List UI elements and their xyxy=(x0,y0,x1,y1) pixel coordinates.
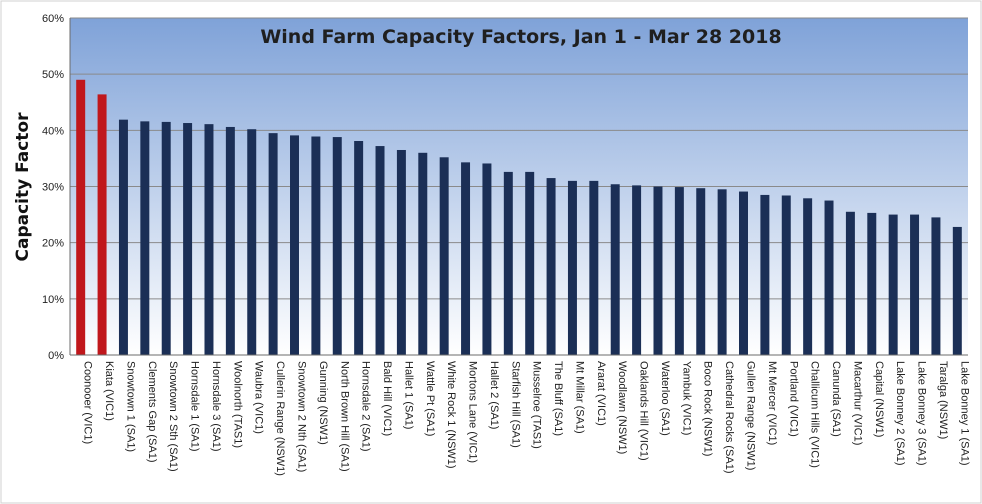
x-tick-label: Bald Hill (VIC1) xyxy=(381,361,393,436)
y-tick-labels: 0% 10% 20% 30% 40% 50% 60% xyxy=(42,13,64,362)
x-tick-label: North Brown Hill (SA1) xyxy=(338,361,350,472)
bar xyxy=(845,211,855,355)
bar xyxy=(525,171,535,355)
x-tick-label: Musselroe (TAS1) xyxy=(531,361,543,449)
y-tick-label: 0% xyxy=(48,350,64,362)
bar xyxy=(204,124,214,356)
x-tick-label: Canunda (SA1) xyxy=(830,361,842,437)
bar xyxy=(354,141,364,355)
bar xyxy=(567,180,577,355)
x-tick-label: Woodlawn (NSW1) xyxy=(616,361,628,454)
bar xyxy=(76,79,86,355)
bar xyxy=(439,157,449,355)
bar xyxy=(653,186,663,355)
y-tick-label: 30% xyxy=(42,182,64,194)
bar xyxy=(161,121,171,355)
x-tick-label: Challicum Hills (VIC1) xyxy=(809,361,821,468)
x-tick-label: Capital (NSW1) xyxy=(873,361,885,437)
bar xyxy=(268,133,278,355)
x-tick-label: Kiata (VIC1) xyxy=(103,361,115,421)
x-tick-label: Portland (VIC1) xyxy=(787,361,799,437)
x-tick-label: Cullerin Range (NSW1) xyxy=(274,361,286,476)
x-tick-label: Hornsdale 1 (SA1) xyxy=(189,361,201,452)
bar xyxy=(290,135,299,355)
x-tick-label: Waterloo (SA1) xyxy=(659,361,671,436)
gridlines xyxy=(70,17,968,300)
bar xyxy=(118,119,128,355)
bar xyxy=(396,149,406,355)
y-tick-label: 10% xyxy=(42,294,64,306)
y-tick-label: 60% xyxy=(42,13,64,25)
bar xyxy=(888,214,898,355)
x-tick-label: Hallet 1 (SA1) xyxy=(402,361,414,429)
x-tick-label: Snowtown 2 Sth (SA1) xyxy=(167,361,179,472)
bar xyxy=(375,146,385,355)
bar xyxy=(225,126,235,356)
bar xyxy=(632,185,642,355)
x-tick-label: Lake Bonney 3 (SA1) xyxy=(916,361,928,466)
x-tick-label: Lake Bonney 2 (SA1) xyxy=(894,361,906,466)
bar xyxy=(482,163,492,355)
bar xyxy=(418,152,428,355)
x-tick-label: Mortons Lane (VIC1) xyxy=(467,361,479,463)
bar xyxy=(311,136,321,355)
y-tick-label: 20% xyxy=(42,238,64,250)
x-tick-label: Snowtown 1 (SA1) xyxy=(124,361,136,452)
x-tick-label: Cathedral Rocks (SA1) xyxy=(723,361,735,474)
x-tick-label: Clements Gap (SA1) xyxy=(146,361,158,462)
chart-title: Wind Farm Capacity Factors, Jan 1 - Mar … xyxy=(260,26,781,48)
bar xyxy=(781,195,791,355)
y-axis-label: Capacity Factor xyxy=(13,112,33,262)
x-tick-label: Hornsdale 2 (SA1) xyxy=(360,361,372,452)
bar xyxy=(910,214,920,355)
bar xyxy=(717,189,727,355)
x-tick-label: Starfish Hill (SA1) xyxy=(509,361,521,448)
x-tick-label: Hallet 2 (SA1) xyxy=(488,361,500,429)
x-tick-label: Lake Bonney 1 (SA1) xyxy=(958,361,970,466)
bar xyxy=(247,129,257,355)
x-tick-label: Gullen Range (NSW1) xyxy=(745,361,757,470)
bar xyxy=(503,171,513,355)
x-tick-label: Wattle Pt (SA1) xyxy=(424,361,436,436)
x-tick-label: Ararat (VIC1) xyxy=(595,361,607,426)
bar xyxy=(760,194,770,355)
bar xyxy=(867,212,877,355)
y-tick-label: 40% xyxy=(42,125,64,137)
x-tick-label: Mt Millar (SA1) xyxy=(573,361,585,434)
x-tick-label: Woolnorth (TAS1) xyxy=(231,361,243,448)
x-tick-label: Snowtown 2 Nth (SA1) xyxy=(296,361,308,472)
bar xyxy=(461,162,471,355)
x-tick-label: Macarthur (VIC1) xyxy=(851,361,863,445)
bar xyxy=(696,188,706,355)
bar xyxy=(140,121,150,355)
bars xyxy=(76,79,962,356)
x-tick-label: White Rock 1 (NSW1) xyxy=(445,361,457,469)
x-tick-label: The Bluff (SA1) xyxy=(552,361,564,436)
x-tick-label: Yambuk (VIC1) xyxy=(680,361,692,435)
x-tick-label: Waubra (VIC1) xyxy=(253,361,265,434)
bar xyxy=(931,217,941,355)
x-tick-label: Boco Rock (NSW1) xyxy=(702,361,714,456)
bar xyxy=(546,178,556,355)
bar xyxy=(589,180,599,355)
bar xyxy=(332,137,342,355)
y-tick-label: 50% xyxy=(42,69,64,81)
x-tick-label: Taralga (NSW1) xyxy=(937,361,949,439)
x-tick-label: Mt Mercer (VIC1) xyxy=(766,361,778,445)
bar xyxy=(824,200,834,355)
bar xyxy=(97,94,107,355)
bar xyxy=(674,187,684,355)
x-tick-labels: Coonooer (VIC1) Kiata (VIC1) Snowtown 1 (S… xyxy=(82,361,971,476)
bar xyxy=(183,123,193,355)
bar xyxy=(739,191,748,355)
x-tick-label: Coonooer (VIC1) xyxy=(82,361,94,444)
bar xyxy=(610,184,620,355)
x-tick-label: Hornsdale 3 (SA1) xyxy=(210,361,222,452)
bar xyxy=(952,226,962,355)
x-tick-label: Oaklands Hill (VIC1) xyxy=(638,361,650,461)
x-tick-label: Gunning (NSW1) xyxy=(317,361,329,445)
bar xyxy=(803,198,813,355)
